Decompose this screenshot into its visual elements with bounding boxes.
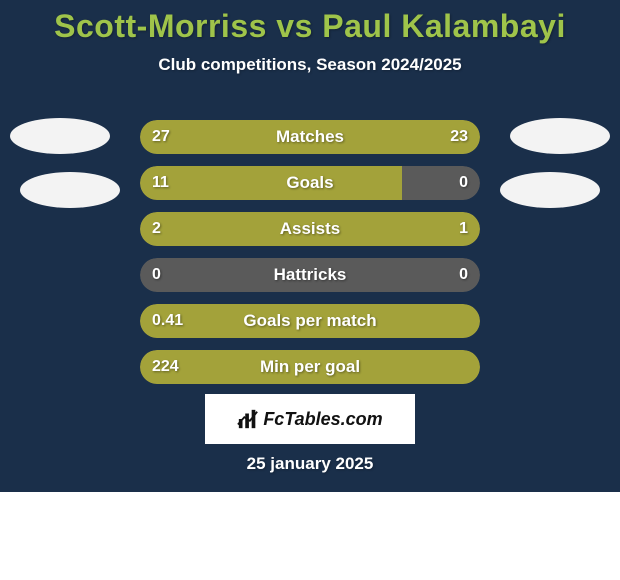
bar-label: Min per goal [140,350,480,384]
subtitle: Club competitions, Season 2024/2025 [0,55,620,75]
bar-value-left: 27 [152,120,170,154]
bar-label: Goals per match [140,304,480,338]
logo-text: FcTables.com [237,408,382,430]
bar-value-left: 0.41 [152,304,183,338]
bar-value-right: 0 [459,166,468,200]
bar-value-left: 0 [152,258,161,292]
bar-label: Matches [140,120,480,154]
chart-icon [237,408,259,430]
avatar-left-player2 [20,172,120,208]
page-title: Scott-Morriss vs Paul Kalambayi [0,0,620,45]
stat-bars: Matches2723Goals110Assists21Hattricks00G… [140,120,480,396]
stat-row: Goals per match0.41 [140,304,480,338]
date-label: 25 january 2025 [0,454,620,474]
bar-value-left: 224 [152,350,179,384]
stat-row: Hattricks0 0 [140,258,480,292]
bar-label: Goals [140,166,480,200]
bar-value-right: 0 [459,258,468,292]
comparison-card: Scott-Morriss vs Paul Kalambayi Club com… [0,0,620,492]
logo-box: FcTables.com [205,394,415,444]
bar-value-right: 23 [450,120,468,154]
bar-value-left: 11 [152,166,169,200]
avatar-right-player2 [500,172,600,208]
stat-row: Goals11 0 [140,166,480,200]
stat-row: Matches27 23 [140,120,480,154]
logo-label: FcTables.com [263,409,382,430]
stat-row: Min per goal224 [140,350,480,384]
bar-value-left: 2 [152,212,161,246]
stat-row: Assists2 1 [140,212,480,246]
avatar-left-player1 [10,118,110,154]
bar-label: Assists [140,212,480,246]
bar-value-right: 1 [459,212,468,246]
avatar-right-player1 [510,118,610,154]
bar-label: Hattricks [140,258,480,292]
